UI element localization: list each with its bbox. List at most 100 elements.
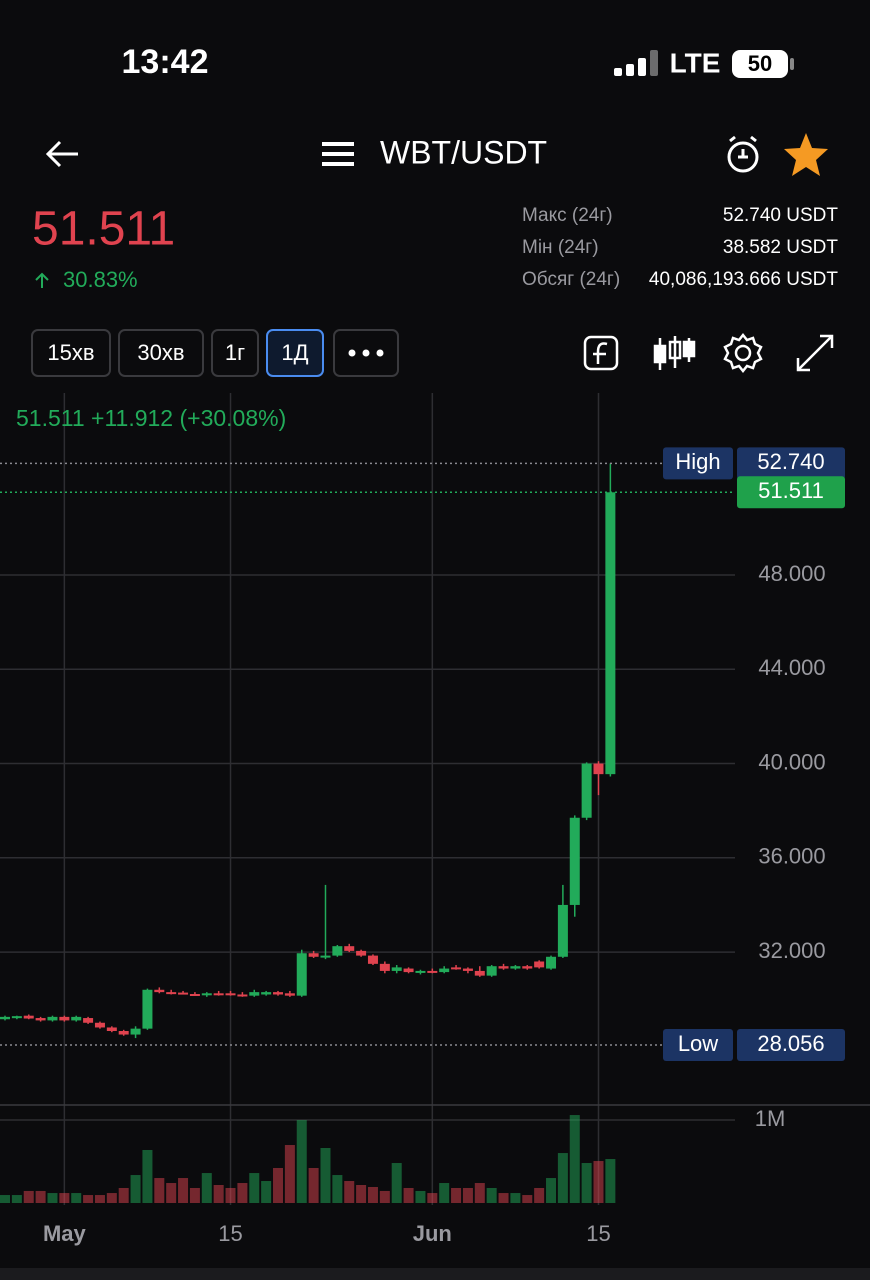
candle-body [225, 993, 236, 996]
volume-bar [154, 1178, 165, 1203]
volume-bar [273, 1167, 284, 1203]
candle-body [308, 953, 319, 957]
candle-body [367, 955, 378, 964]
candle-body [510, 966, 521, 969]
volume-bar [427, 1193, 438, 1203]
marker-name: High [675, 449, 720, 474]
volume-bar [593, 1161, 604, 1203]
volume-bar [35, 1190, 46, 1203]
candle-body [593, 763, 604, 775]
fullscreen-button[interactable] [796, 334, 834, 372]
candle-body [106, 1027, 117, 1032]
volume-tick-label: 1M [755, 1106, 786, 1131]
volume-bar [510, 1193, 521, 1203]
volume-bar [130, 1175, 141, 1203]
candle-body [474, 970, 485, 976]
stat-value: 52.740 USDT [723, 205, 839, 226]
volume-bar [498, 1193, 509, 1203]
candle-body [498, 966, 509, 969]
back-button[interactable] [45, 140, 78, 168]
volume-bar [284, 1145, 295, 1203]
battery [732, 50, 788, 78]
interval-buttons: 15хв 30хв 1г 1Д [31, 329, 324, 377]
chart-type-button[interactable] [653, 336, 696, 370]
volume-bar [142, 1149, 153, 1203]
y-tick-label: 36.000 [758, 844, 825, 869]
volume-bar [439, 1183, 450, 1203]
volume-bar [332, 1175, 343, 1203]
volume-bar [534, 1187, 545, 1203]
favorite-button[interactable] [784, 133, 828, 176]
candle-body [71, 1016, 82, 1021]
alarm-button[interactable] [727, 135, 759, 173]
candle-body [178, 992, 189, 995]
more-button[interactable] [333, 329, 399, 377]
candlestick-chart: May 15 Jun 15 32.000 36.000 40.000 44.000 48.000… [0, 393, 870, 1246]
volume-bar [581, 1163, 592, 1203]
volume-bar [23, 1190, 34, 1203]
indicator-button[interactable] [583, 335, 619, 371]
bottom-bar [0, 1268, 870, 1280]
x-tick-label: 15 [218, 1221, 242, 1246]
volume-bar [94, 1195, 105, 1203]
volume-bar [106, 1193, 117, 1203]
marker-value-tag [737, 447, 845, 480]
marker-name: Low [678, 1031, 718, 1056]
volume-bar [546, 1178, 557, 1203]
candle-body [261, 992, 272, 995]
candle-body [249, 992, 260, 996]
y-tick-label: 32.000 [758, 938, 825, 963]
volume-bar [391, 1163, 402, 1203]
x-tick-label: Jun [413, 1221, 452, 1246]
interval-label: 1г [225, 340, 245, 365]
candle-body [201, 993, 212, 996]
interval-button[interactable] [31, 329, 111, 377]
candle-body [237, 994, 248, 997]
candle-body [23, 1015, 34, 1019]
last-price-label: 51.511 [758, 478, 824, 503]
volume-bar [166, 1183, 177, 1203]
candle-body [296, 953, 307, 996]
interval-button[interactable] [211, 329, 259, 377]
candle-body [569, 817, 580, 905]
candle-body [486, 966, 497, 976]
candle-body [427, 970, 438, 973]
up-arrow [35, 272, 49, 288]
volume-bar [605, 1159, 616, 1203]
volume-bar [47, 1193, 58, 1203]
candle-body [83, 1018, 94, 1023]
candle-body [273, 992, 284, 995]
marker-name-tag [663, 447, 733, 480]
y-tick-label: 40.000 [758, 749, 825, 774]
volume-bar [403, 1187, 414, 1203]
interval-button[interactable] [266, 329, 324, 377]
chart-legend: 51.511 +11.912 (+30.08%) [16, 405, 286, 431]
candle-body [522, 966, 533, 969]
network: LTE [670, 47, 721, 78]
menu-button[interactable] [322, 142, 354, 166]
stat-value: 38.582 USDT [723, 237, 839, 258]
candle-body [35, 1018, 46, 1021]
battery-cap [790, 58, 794, 70]
candle-body [605, 492, 616, 775]
volume-bar [249, 1173, 260, 1203]
volume-bar [296, 1120, 307, 1203]
candle-body [403, 968, 414, 973]
interval-button[interactable] [118, 329, 204, 377]
settings-button[interactable] [723, 332, 763, 374]
candle-body [451, 967, 462, 970]
volume-bar [201, 1173, 212, 1203]
candle-body [415, 970, 426, 973]
volume-bar [178, 1178, 189, 1203]
stat-label: Обсяг (24г) [522, 269, 620, 290]
marker-value: 28.056 [757, 1031, 824, 1056]
volume-bar [356, 1184, 367, 1203]
volume-bar [379, 1190, 390, 1203]
volume-bar [474, 1183, 485, 1203]
volume-bar [261, 1181, 272, 1203]
candle-body [166, 992, 177, 995]
candle-body [534, 961, 545, 968]
volume-bar [451, 1187, 462, 1203]
